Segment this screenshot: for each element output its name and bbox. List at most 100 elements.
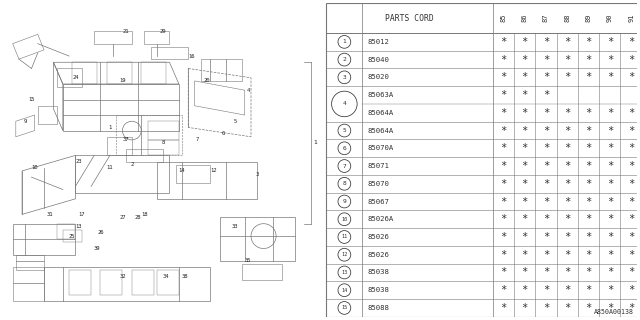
Text: *: * [500,232,506,242]
Text: 11: 11 [341,235,348,239]
Text: *: * [522,72,527,82]
Text: *: * [586,161,591,171]
Text: *: * [564,232,570,242]
Text: *: * [564,108,570,118]
Text: *: * [628,37,634,47]
Text: *: * [522,196,527,206]
Text: 3: 3 [255,172,259,177]
Text: *: * [543,268,549,277]
Text: 9: 9 [342,199,346,204]
Text: *: * [586,55,591,65]
Text: 4: 4 [342,101,346,107]
Text: 8: 8 [161,140,165,146]
Text: 21: 21 [122,29,129,34]
Text: *: * [628,268,634,277]
Text: *: * [564,143,570,153]
Text: 85026: 85026 [367,234,389,240]
Text: 7: 7 [196,137,199,142]
Text: *: * [543,214,549,224]
Text: 33: 33 [232,224,239,229]
Text: 85064A: 85064A [367,110,394,116]
Text: 37: 37 [122,137,129,142]
Text: 85064A: 85064A [367,128,394,133]
Text: *: * [500,72,506,82]
Text: *: * [522,214,527,224]
Text: *: * [628,285,634,295]
Text: 4: 4 [246,88,250,93]
Text: *: * [500,125,506,136]
Text: *: * [607,214,613,224]
Text: 15: 15 [28,97,35,102]
Text: 10: 10 [341,217,348,222]
Text: 86: 86 [522,14,527,22]
Text: *: * [543,125,549,136]
Text: *: * [543,90,549,100]
Text: *: * [500,161,506,171]
Text: *: * [500,179,506,189]
Text: 2: 2 [130,162,134,167]
Text: *: * [522,285,527,295]
Text: 1: 1 [108,125,111,130]
Text: 1: 1 [314,140,317,146]
Text: 3: 3 [342,75,346,80]
Text: 6: 6 [342,146,346,151]
Text: *: * [543,161,549,171]
Text: *: * [564,161,570,171]
Text: *: * [564,37,570,47]
Text: *: * [628,179,634,189]
Text: 20: 20 [204,78,211,84]
Text: 27: 27 [119,215,125,220]
Text: PARTS CORD: PARTS CORD [385,13,434,23]
Text: 14: 14 [179,168,185,173]
Text: A850A00138: A850A00138 [594,309,634,315]
Text: 85026: 85026 [367,252,389,258]
Text: *: * [628,72,634,82]
Text: 13: 13 [76,224,82,229]
Text: 85: 85 [500,14,506,22]
Text: *: * [607,232,613,242]
Text: *: * [628,143,634,153]
Text: *: * [522,55,527,65]
Text: *: * [564,72,570,82]
Text: 15: 15 [341,305,348,310]
Text: *: * [607,125,613,136]
Text: *: * [500,285,506,295]
Text: *: * [586,72,591,82]
Text: 14: 14 [341,288,348,293]
Text: *: * [586,214,591,224]
Text: 85038: 85038 [367,287,389,293]
Text: 16: 16 [188,53,195,59]
Text: *: * [586,303,591,313]
Text: *: * [500,196,506,206]
Text: 87: 87 [543,14,549,22]
Text: *: * [543,37,549,47]
Text: 18: 18 [141,212,148,217]
Text: 28: 28 [135,215,141,220]
Text: 12: 12 [210,168,216,173]
Text: 6: 6 [221,131,225,136]
Text: *: * [500,250,506,260]
Text: 85063A: 85063A [367,92,394,98]
Text: *: * [543,285,549,295]
Text: *: * [607,196,613,206]
Text: *: * [500,303,506,313]
Text: 24: 24 [72,75,79,80]
Text: *: * [607,268,613,277]
Text: *: * [500,268,506,277]
Text: 2: 2 [342,57,346,62]
Text: *: * [500,108,506,118]
Text: *: * [628,250,634,260]
Text: 5: 5 [234,119,237,124]
Text: 7: 7 [342,164,346,169]
Text: *: * [543,250,549,260]
Text: 12: 12 [341,252,348,257]
Text: *: * [586,179,591,189]
Text: *: * [500,143,506,153]
Text: *: * [522,232,527,242]
Text: *: * [586,143,591,153]
Text: *: * [628,303,634,313]
Text: *: * [543,72,549,82]
Text: *: * [522,250,527,260]
Text: 85071: 85071 [367,163,389,169]
Text: 85040: 85040 [367,57,389,63]
